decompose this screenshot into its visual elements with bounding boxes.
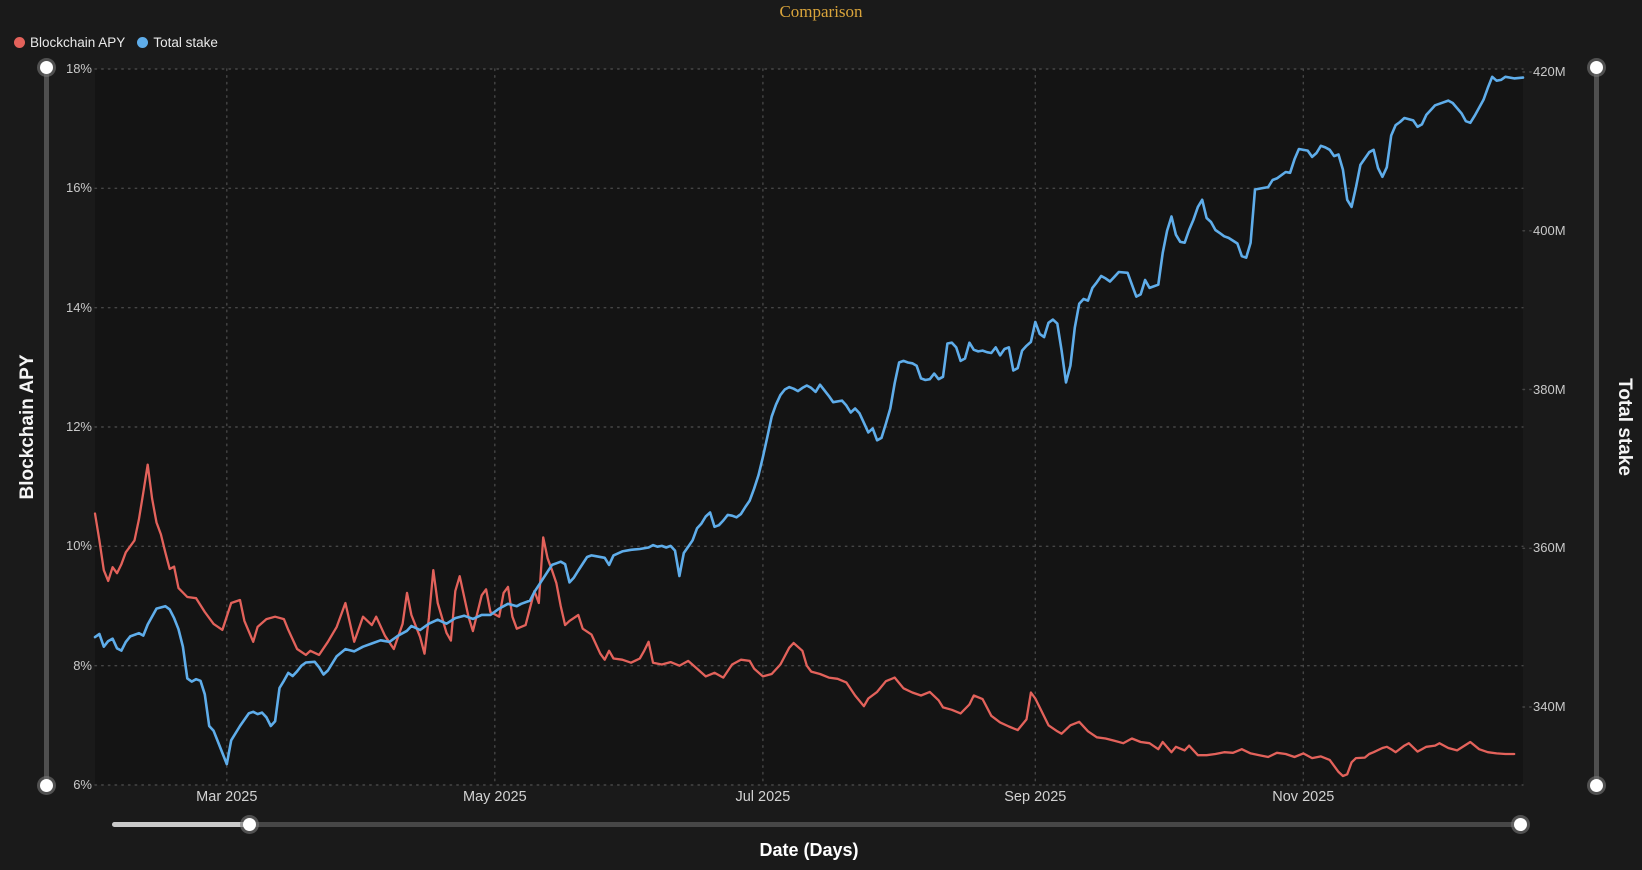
series-line-total-stake bbox=[93, 75, 1525, 766]
legend: Blockchain APY Total stake bbox=[14, 35, 218, 50]
left-axis-tick-label: 18% bbox=[65, 61, 92, 76]
chart-title: Comparison bbox=[779, 2, 863, 21]
left-axis-slider-handle-bottom[interactable] bbox=[40, 779, 53, 792]
left-axis-tick-label: 8% bbox=[73, 657, 92, 673]
x-axis-slider-handle-left[interactable] bbox=[243, 818, 256, 831]
legend-item-label: Total stake bbox=[153, 35, 218, 50]
left-axis-tick-label: 16% bbox=[65, 180, 92, 196]
x-axis-tick-label: Jul 2025 bbox=[735, 789, 791, 805]
left-axis-tick-label: 12% bbox=[65, 419, 92, 434]
right-axis-range-slider-track[interactable] bbox=[1594, 68, 1599, 786]
right-axis-tick-label: 400M bbox=[1533, 222, 1566, 238]
left-axis-slider-handle-top[interactable] bbox=[40, 61, 53, 74]
x-axis-tick-label: Mar 2025 bbox=[196, 789, 258, 805]
left-axis-tick-label: 14% bbox=[65, 299, 92, 315]
plot-area bbox=[95, 69, 1523, 785]
legend-item-label: Blockchain APY bbox=[30, 35, 126, 50]
x-axis-range-slider-active-segment[interactable] bbox=[112, 822, 250, 827]
right-axis-tick-label: 360M bbox=[1533, 540, 1566, 556]
left-axis-range-slider-track[interactable] bbox=[44, 68, 49, 786]
x-axis-tick-label: May 2025 bbox=[462, 789, 527, 805]
right-axis-title: Total stake bbox=[1614, 378, 1635, 476]
x-axis-range-slider-track[interactable] bbox=[112, 822, 1521, 827]
right-axis-tick-label: 380M bbox=[1533, 381, 1566, 397]
legend-item-total-stake[interactable]: Total stake bbox=[137, 35, 218, 50]
legend-dot-icon bbox=[137, 37, 149, 48]
x-axis-tick-label: Sep 2025 bbox=[1004, 789, 1067, 805]
legend-item-blockchain-apy[interactable]: Blockchain APY bbox=[14, 35, 125, 50]
x-axis-slider-handle-right[interactable] bbox=[1514, 818, 1527, 831]
right-axis-slider-handle-top[interactable] bbox=[1590, 61, 1603, 74]
x-axis-tick-label: Nov 2025 bbox=[1272, 789, 1335, 805]
x-axis-title: Date (Days) bbox=[759, 840, 859, 860]
right-axis-slider-handle-bottom[interactable] bbox=[1590, 779, 1603, 792]
left-axis-title: Blockchain APY bbox=[17, 354, 38, 500]
series-line-blockchain-apy bbox=[93, 463, 1516, 778]
right-axis-tick-label: 340M bbox=[1533, 699, 1566, 714]
left-axis-tick-label: 6% bbox=[73, 777, 92, 792]
right-axis-tick-label: 420M bbox=[1533, 64, 1566, 79]
legend-dot-icon bbox=[14, 37, 25, 48]
left-axis-tick-label: 10% bbox=[65, 538, 92, 554]
